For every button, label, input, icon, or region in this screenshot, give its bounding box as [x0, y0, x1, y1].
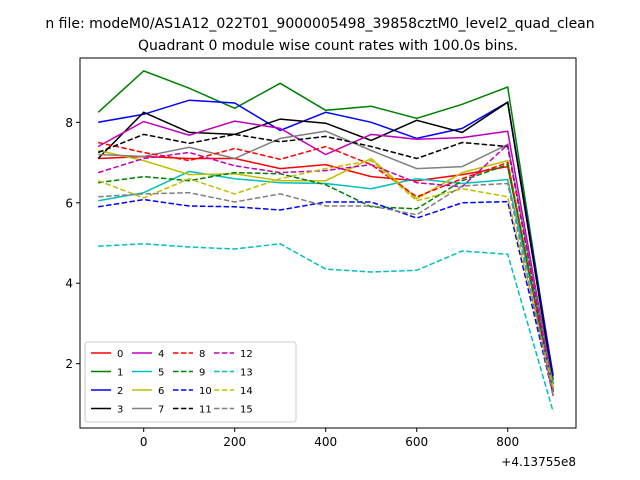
series-line-8: [98, 141, 554, 396]
y-tick-label: 6: [65, 196, 73, 210]
series-line-13: [98, 243, 554, 413]
legend-label-12: 12: [240, 349, 253, 360]
legend-label-8: 8: [199, 349, 205, 360]
series-line-9: [98, 163, 554, 392]
legend-label-3: 3: [117, 405, 123, 416]
x-tick-label: 0: [140, 435, 148, 449]
chart-suptitle: n file: modeM0/AS1A12_022T01_9000005498_…: [45, 16, 594, 32]
series-line-2: [98, 99, 554, 376]
series-line-5: [98, 170, 554, 384]
legend-label-6: 6: [158, 386, 164, 397]
x-tick-label: 400: [314, 435, 337, 449]
legend-label-11: 11: [199, 405, 212, 416]
series-line-3: [97, 100, 554, 384]
legend-label-14: 14: [240, 386, 253, 397]
legend-label-5: 5: [158, 368, 164, 379]
y-tick-label: 4: [65, 277, 73, 291]
plot-frame: [79, 57, 577, 429]
x-offset-label: +4.13755e8: [501, 455, 576, 469]
x-tick-label: 600: [405, 435, 428, 449]
series-line-0: [98, 155, 554, 392]
legend-label-2: 2: [117, 386, 123, 397]
x-tick-label: 800: [496, 435, 519, 449]
series-line-15: [98, 182, 554, 396]
series-line-7: [98, 130, 554, 388]
legend-label-7: 7: [158, 405, 164, 416]
series-line-10: [98, 198, 554, 396]
chart-title: Quadrant 0 module wise count rates with …: [138, 38, 518, 54]
legend-label-10: 10: [199, 386, 212, 397]
legend-label-15: 15: [240, 405, 253, 416]
legend-box: [84, 341, 297, 423]
series-line-6: [98, 149, 554, 392]
legend-label-1: 1: [117, 368, 123, 379]
series-line-14: [97, 159, 554, 388]
series-line-12: [97, 143, 554, 392]
legend-label-0: 0: [117, 349, 123, 360]
axes-layer: 0 200 400 600 800 2 4 6 8: [65, 116, 519, 449]
legend-label-9: 9: [199, 368, 205, 379]
x-tick-label: 200: [223, 435, 246, 449]
series-line-4: [97, 120, 554, 388]
y-tick-label: 2: [65, 357, 73, 371]
y-tick-label: 8: [65, 116, 73, 130]
series-line-11: [97, 133, 554, 392]
series-line-1: [97, 70, 554, 380]
legend-label-4: 4: [158, 349, 164, 360]
legend-label-13: 13: [240, 368, 253, 379]
series-layer: [97, 70, 554, 413]
